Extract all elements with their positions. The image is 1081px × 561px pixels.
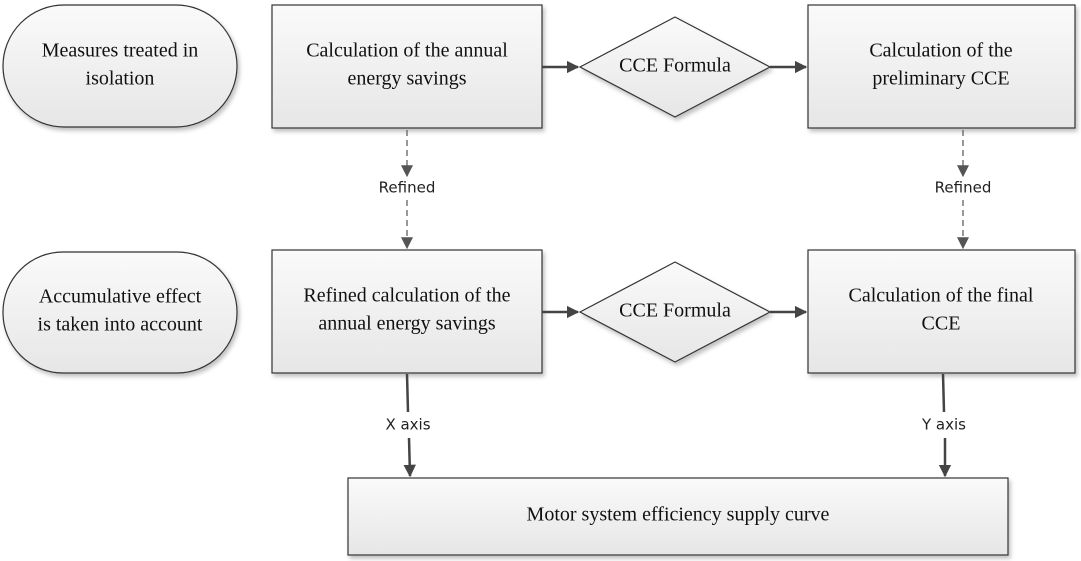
- node-label: CCE Formula: [619, 55, 731, 77]
- node-label: annual energy savings: [318, 313, 496, 335]
- node-label: Motor system efficiency supply curve: [527, 504, 830, 526]
- line: [405, 373, 410, 413]
- node-label: Calculation of the annual: [306, 40, 508, 62]
- node-label: Calculation of the: [869, 40, 1012, 62]
- edge-label: Refined: [379, 179, 436, 197]
- edge-label: Y axis: [921, 416, 966, 434]
- node-label: isolation: [86, 68, 155, 90]
- terminator: [2, 251, 238, 374]
- node-label: Accumulative effect: [39, 286, 202, 308]
- node-label: Refined calculation of the: [303, 285, 510, 307]
- process-box: [271, 4, 543, 129]
- process-box: [347, 477, 1009, 556]
- node-label: energy savings: [347, 68, 466, 90]
- node-label: Calculation of the final: [849, 285, 1034, 307]
- node-label: is taken into account: [38, 314, 203, 336]
- edge-label: Refined: [935, 179, 992, 197]
- edge-label: X axis: [385, 416, 430, 434]
- arrow: [403, 437, 416, 478]
- terminator: [2, 4, 238, 128]
- node-label: Measures treated in: [42, 40, 199, 62]
- process-box: [807, 4, 1076, 129]
- line: [941, 373, 946, 413]
- node-label: CCE: [922, 313, 961, 335]
- process-box: [271, 249, 543, 374]
- node-label: CCE Formula: [619, 300, 731, 322]
- node-label: preliminary CCE: [872, 68, 1009, 90]
- process-box: [807, 249, 1076, 374]
